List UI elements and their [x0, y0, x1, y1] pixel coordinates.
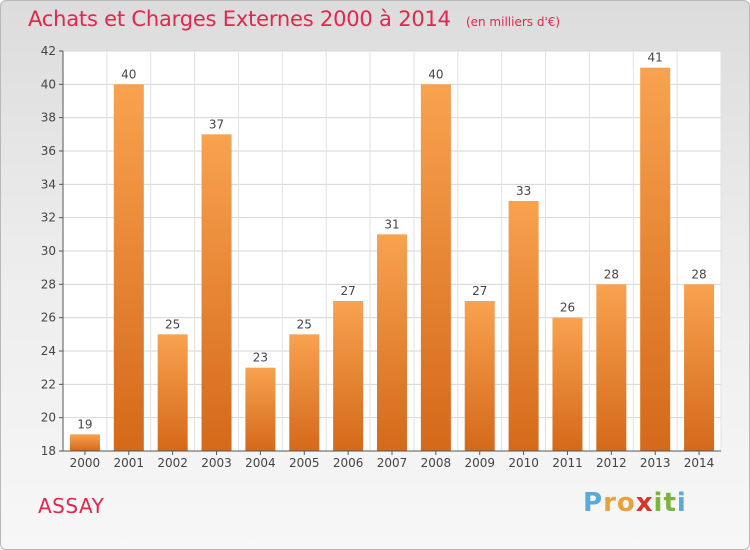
x-tick-label: 2003	[201, 456, 232, 470]
logo-letter: x	[635, 488, 654, 518]
value-label: 40	[428, 67, 443, 81]
value-label: 25	[165, 317, 180, 331]
x-tick-label: 2008	[421, 456, 452, 470]
y-tick-label: 22	[41, 377, 56, 391]
x-tick-label: 2004	[245, 456, 276, 470]
bar	[420, 84, 451, 451]
value-label: 28	[604, 267, 619, 281]
bar	[596, 284, 627, 451]
bars: 19 40 25 37 23 25 27 31 40 27 33 26 28 41 28	[69, 51, 715, 452]
x-tick-label: 2002	[157, 456, 188, 470]
logo-letter: t	[663, 488, 677, 518]
value-label: 28	[691, 267, 706, 281]
y-tick-label: 26	[41, 311, 56, 325]
place-name: ASSAY	[38, 494, 105, 518]
bar	[377, 234, 407, 451]
logo-letter: o	[616, 488, 636, 518]
logo-letter: i	[676, 488, 687, 518]
value-label: 33	[516, 184, 531, 198]
value-label: 40	[121, 67, 136, 81]
proxiti-logo[interactable]: Proxiti	[583, 488, 687, 518]
bar	[289, 334, 320, 451]
bar	[640, 67, 671, 452]
bar	[464, 301, 495, 451]
y-tick-label: 36	[41, 144, 56, 158]
value-label: 25	[297, 317, 312, 331]
x-tick-label: 2009	[464, 456, 495, 470]
chart-title: Achats et Charges Externes 2000 à 2014	[28, 7, 451, 31]
value-label: 27	[340, 284, 355, 298]
y-tick-label: 30	[41, 244, 56, 258]
x-tick-label: 2011	[552, 456, 583, 470]
title-row: Achats et Charges Externes 2000 à 2014 (…	[28, 7, 560, 31]
value-label: 31	[384, 217, 399, 231]
chart-unit: (en milliers d'€)	[465, 15, 561, 29]
y-tick-label: 34	[41, 177, 56, 191]
x-tick-label: 2001	[114, 456, 145, 470]
x-tick-label: 2012	[596, 456, 627, 470]
value-label: 27	[472, 284, 487, 298]
y-tick-label: 20	[41, 411, 56, 425]
bar	[69, 434, 100, 451]
x-tick-label: 2000	[70, 456, 101, 470]
y-tick-label: 18	[41, 444, 56, 458]
bar	[684, 284, 715, 451]
value-label: 26	[560, 301, 575, 315]
y-tick-label: 24	[41, 344, 56, 358]
bar	[333, 301, 364, 451]
y-tick-label: 40	[41, 77, 56, 91]
x-tick-label: 2007	[377, 456, 408, 470]
y-tick-label: 38	[41, 111, 56, 125]
y-tick-label: 28	[41, 277, 56, 291]
x-tick-label: 2005	[289, 456, 320, 470]
y-tick-label: 32	[41, 211, 56, 225]
x-tick-label: 2014	[684, 456, 715, 470]
logo-letter: P	[583, 488, 604, 518]
bar	[157, 334, 188, 451]
logo-letter: i	[653, 488, 664, 518]
bar	[508, 201, 539, 451]
x-tick-label: 2006	[333, 456, 364, 470]
value-label: 19	[77, 417, 92, 431]
bar	[201, 134, 232, 452]
bar	[113, 84, 144, 451]
axes: 18 20 22 24 26 28 30 32 34 36 38 40 42 2000 2001 2002 20…	[41, 44, 721, 470]
bar	[552, 317, 583, 451]
value-label: 41	[648, 51, 663, 65]
bar	[245, 367, 276, 451]
y-tick-label: 42	[41, 44, 56, 58]
value-label: 23	[253, 351, 268, 365]
value-label: 37	[209, 117, 224, 131]
x-tick-label: 2010	[508, 456, 539, 470]
logo-letter: r	[603, 488, 617, 518]
x-tick-label: 2013	[640, 456, 671, 470]
